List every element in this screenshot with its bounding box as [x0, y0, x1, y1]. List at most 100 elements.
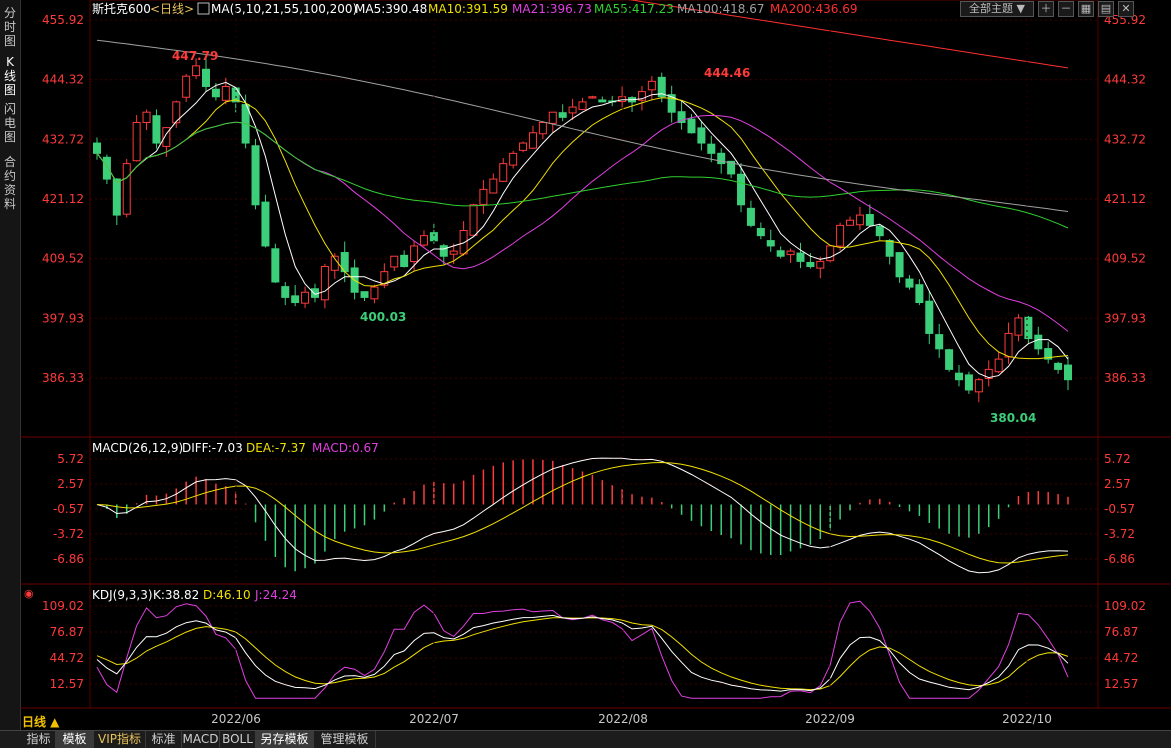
bottom-tab-5[interactable]: BOLL	[220, 731, 256, 748]
candle-body	[429, 232, 438, 242]
ma-value-2: MA21:396.73	[512, 2, 592, 16]
theme-select[interactable]: 全部主题 ▼	[960, 1, 1034, 17]
period-button[interactable]: 日线 ▲	[22, 715, 60, 729]
crosshair-button[interactable]: ＋	[1038, 1, 1054, 17]
candle-body	[687, 118, 696, 134]
kdj-j: J:24.24	[254, 588, 297, 602]
kdj-tick-right: 76.87	[1104, 625, 1138, 639]
candle-body	[261, 201, 270, 247]
candle-body	[162, 127, 171, 147]
ma-value-0: MA5:390.48	[355, 2, 427, 16]
kdj-label: KDJ(9,3,3)	[92, 588, 153, 602]
candle-body	[439, 245, 448, 257]
crosshair-icon: ＋	[1040, 2, 1052, 15]
macd-tick-right: -6.86	[1104, 552, 1135, 566]
candle-body	[846, 219, 855, 226]
candle-body	[548, 111, 557, 124]
bottom-tab-4[interactable]: MACD	[182, 731, 220, 748]
sidebar-tab-2[interactable]: 闪电图	[0, 102, 20, 144]
candle-body	[1054, 362, 1063, 370]
ma5-line	[96, 81, 1069, 379]
macd-tick-right: -3.72	[1104, 527, 1135, 541]
chevron-down-icon: ▼	[1013, 2, 1025, 15]
candle-body	[1014, 317, 1023, 336]
bottom-tab-1[interactable]: 模板	[56, 731, 94, 748]
sidebar-tab-0[interactable]: 分时图	[0, 6, 20, 48]
bottom-tab-7[interactable]: 管理模板	[314, 731, 376, 748]
sidebar-tab-char: 分	[3, 6, 16, 20]
candle-body	[697, 127, 706, 144]
macd-diff-line	[96, 457, 1069, 574]
candle-body	[796, 252, 805, 262]
candle-body	[102, 156, 111, 180]
candle-body	[380, 271, 389, 286]
macd-tick-left: 5.72	[57, 452, 84, 466]
bottom-tab-6[interactable]: 另存模板	[256, 731, 314, 748]
close-button[interactable]: ✕	[1118, 1, 1134, 17]
candle-body	[588, 96, 597, 99]
candle-body	[251, 145, 260, 206]
kdj-j-line	[96, 600, 1069, 699]
candle-body	[727, 160, 736, 175]
bottom-tab-3[interactable]: 标准	[146, 731, 182, 748]
candle-body	[132, 121, 141, 162]
sidebar-tab-char: 图	[3, 34, 16, 48]
candle-body	[410, 245, 419, 262]
candle-body	[647, 80, 656, 91]
candle-body	[865, 214, 874, 226]
price-tick-right: 386.33	[1104, 371, 1146, 385]
ma-value-4: MA100:418.67	[677, 2, 765, 16]
candle-body	[142, 111, 151, 123]
candle-body	[489, 178, 498, 194]
bottom-tab-0[interactable]: 指标	[22, 731, 56, 748]
price-tick-left: 386.33	[42, 371, 84, 385]
candle-body	[836, 224, 845, 247]
candle-body	[291, 295, 300, 304]
kdj-marker-icon: ◉	[24, 587, 34, 600]
candle-body	[875, 225, 884, 237]
candle-body	[271, 248, 280, 283]
kdj-tick-left: 76.87	[50, 625, 84, 639]
candle-body	[201, 68, 210, 87]
price-tick-left: 397.93	[42, 311, 84, 325]
candle-body	[717, 152, 726, 165]
macd-label: MACD(26,12,9)	[92, 441, 183, 455]
sidebar-tab-char: 图	[3, 130, 16, 144]
sidebar-tab-3[interactable]: 合约资料	[0, 155, 20, 211]
ma-label: MA(5,10,21,55,100,200)	[211, 2, 357, 16]
candle-body	[1004, 332, 1013, 358]
candle-body	[667, 94, 676, 113]
kdj-tick-left: 109.02	[42, 599, 84, 613]
candle-body	[746, 207, 755, 226]
settings-button[interactable]: ▤	[1098, 1, 1114, 17]
candle-body	[499, 163, 508, 182]
price-tick-right: 421.12	[1104, 192, 1146, 206]
macd-diff: DIFF:-7.03	[182, 441, 243, 455]
price-tick-right: 444.32	[1104, 73, 1146, 87]
macd-tick-left: -0.57	[53, 502, 84, 516]
candle-body	[568, 106, 577, 114]
minus-button[interactable]: －	[1058, 1, 1074, 17]
candle-body	[449, 250, 458, 255]
candle-body	[955, 372, 964, 381]
price-tick-left: 421.12	[42, 192, 84, 206]
candle-body	[281, 286, 290, 298]
bottom-toolbar: 指标 模板 VIP指标 标准 MACD BOLL 另存模板 管理模板	[0, 730, 1171, 748]
candle-body	[707, 143, 716, 154]
candle-body	[528, 132, 537, 149]
candle-body	[816, 260, 825, 269]
candle-body	[618, 96, 627, 102]
grid-button[interactable]: ▦	[1078, 1, 1094, 17]
sidebar-tab-char: K	[6, 55, 14, 69]
bottom-tab-2[interactable]: VIP指标	[94, 731, 146, 748]
candle-body	[984, 368, 993, 379]
sidebar-tab-char: 图	[3, 83, 16, 97]
candle-body	[1044, 348, 1053, 360]
x-tick-label: 2022/10	[1002, 712, 1052, 726]
theme-select-label: 全部主题	[969, 2, 1014, 15]
candle-body	[182, 75, 191, 98]
close-icon: ✕	[1121, 2, 1131, 15]
candle-body	[93, 142, 101, 154]
